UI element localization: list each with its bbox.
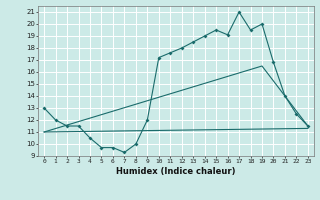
X-axis label: Humidex (Indice chaleur): Humidex (Indice chaleur) [116, 167, 236, 176]
